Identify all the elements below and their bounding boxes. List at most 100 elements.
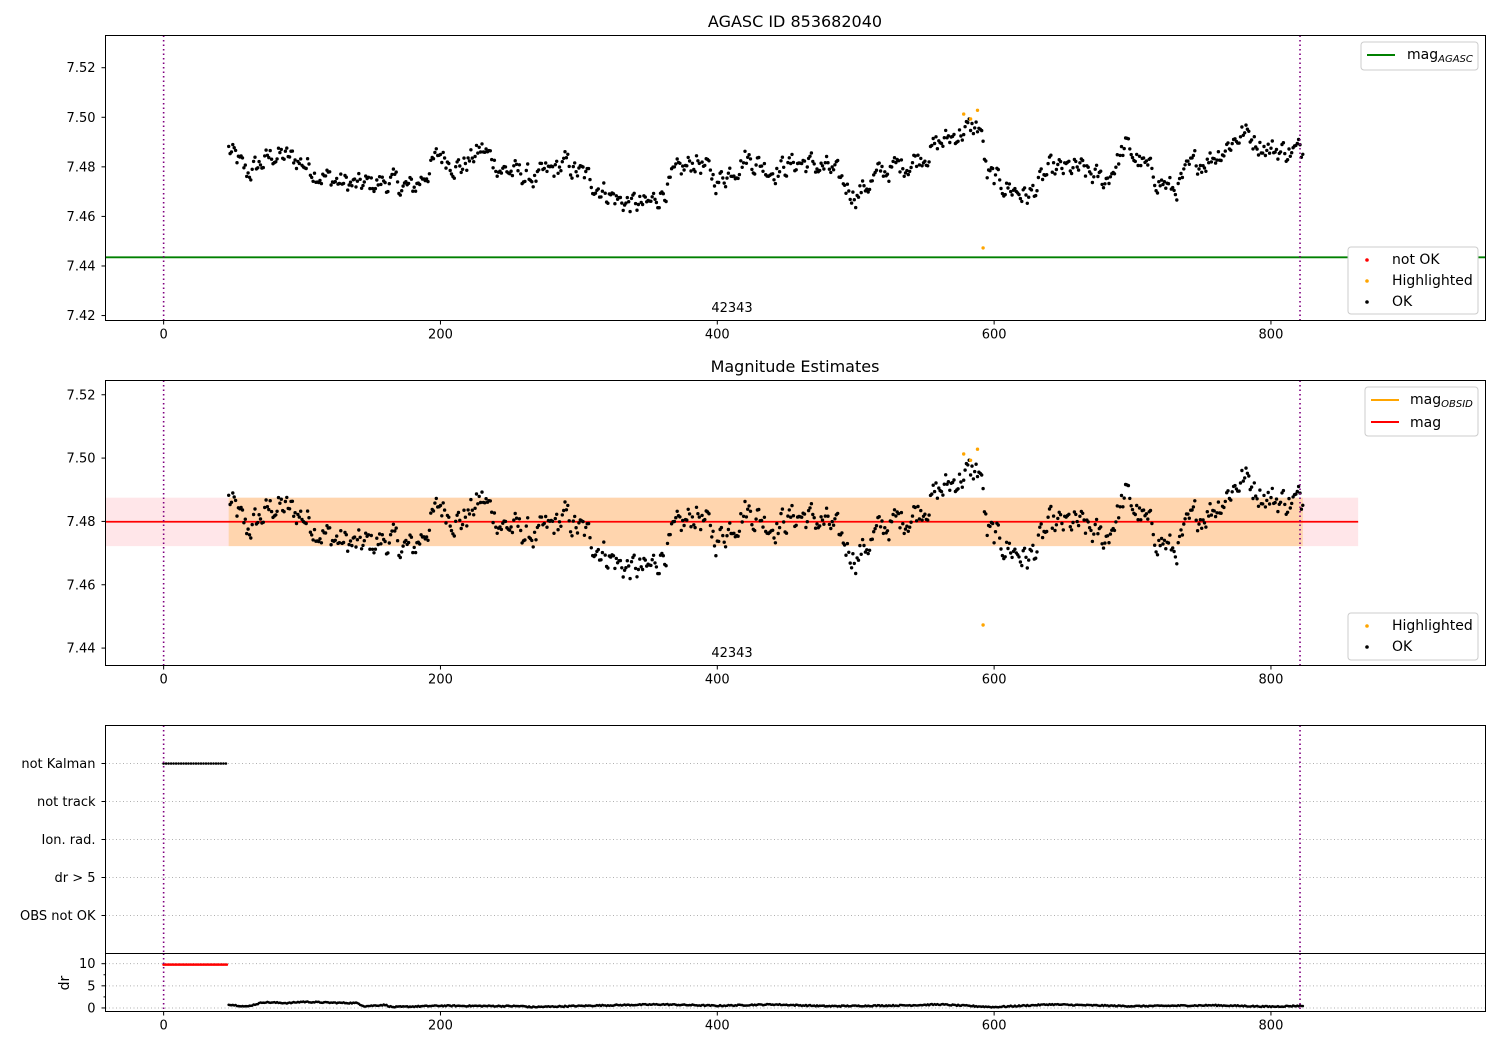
data-point <box>649 563 653 568</box>
data-point <box>1031 543 1035 547</box>
data-point <box>231 142 235 147</box>
data-point <box>563 500 567 504</box>
data-point <box>1086 165 1090 169</box>
data-point <box>877 161 881 165</box>
data-point <box>653 197 657 201</box>
data-point <box>323 174 328 178</box>
data-point <box>279 147 283 152</box>
data-point <box>593 191 598 195</box>
x-tick-label: 200 <box>428 673 453 688</box>
data-point <box>1171 185 1175 190</box>
data-point <box>1281 488 1286 493</box>
data-point <box>474 143 479 148</box>
data-point <box>307 516 311 520</box>
flag-point <box>182 762 185 765</box>
data-point <box>878 169 883 173</box>
data-point <box>822 522 826 526</box>
data-point <box>589 185 593 190</box>
x-tick-label: 800 <box>1259 328 1284 343</box>
data-point <box>957 472 962 476</box>
data-point <box>1205 510 1210 514</box>
data-point <box>675 157 679 161</box>
data-point <box>746 155 750 159</box>
data-point <box>388 533 393 537</box>
data-point <box>728 166 732 170</box>
data-point <box>442 156 447 160</box>
data-point <box>959 480 963 484</box>
data-point <box>849 201 854 205</box>
data-point <box>935 496 940 500</box>
data-point <box>494 169 498 174</box>
data-point <box>1251 496 1255 501</box>
data-point <box>757 155 761 160</box>
data-point <box>1045 529 1049 534</box>
data-point <box>350 184 354 188</box>
data-point <box>739 512 743 516</box>
data-point <box>806 508 811 513</box>
data-point <box>514 162 519 166</box>
data-point <box>1154 550 1158 554</box>
data-point <box>945 482 949 486</box>
data-point <box>333 179 337 184</box>
data-point <box>1159 536 1164 541</box>
data-point <box>996 523 1000 527</box>
data-point <box>682 168 686 172</box>
data-point <box>916 504 920 509</box>
data-point <box>312 527 317 532</box>
data-point <box>434 147 438 151</box>
data-point <box>664 199 668 204</box>
y-tick-label: 7.42 <box>67 309 96 324</box>
data-point <box>639 565 643 569</box>
data-point <box>296 512 300 517</box>
data-point <box>491 166 495 170</box>
data-point <box>856 195 861 199</box>
data-point <box>823 161 827 165</box>
data-point <box>1141 508 1146 512</box>
data-point <box>1107 541 1111 545</box>
data-point <box>791 160 796 165</box>
data-point <box>1103 541 1107 545</box>
data-point <box>991 521 995 526</box>
data-point <box>391 522 396 526</box>
data-point <box>1208 151 1212 155</box>
data-point <box>860 179 865 183</box>
data-point <box>1046 515 1050 519</box>
data-point <box>473 154 477 159</box>
data-point <box>404 180 408 184</box>
data-point <box>1122 496 1126 500</box>
data-point <box>1076 523 1081 528</box>
data-point <box>559 169 563 173</box>
legend-box <box>1347 246 1479 315</box>
data-point <box>1172 549 1176 554</box>
data-point <box>1038 525 1042 529</box>
data-point <box>805 520 809 524</box>
highlighted-point <box>968 458 973 462</box>
data-point <box>424 535 429 539</box>
data-point <box>469 497 473 502</box>
data-point <box>376 183 380 187</box>
data-point <box>1215 158 1219 162</box>
data-point <box>726 171 731 175</box>
data-point <box>258 163 263 167</box>
data-point <box>335 176 339 181</box>
data-point <box>447 515 451 519</box>
data-point <box>827 522 832 527</box>
data-point <box>1105 534 1110 538</box>
data-point <box>556 171 560 175</box>
data-point <box>996 167 1000 172</box>
data-point <box>452 176 456 180</box>
data-point <box>823 514 827 518</box>
data-point <box>914 164 919 169</box>
data-point <box>791 514 796 518</box>
data-point <box>1177 534 1182 539</box>
legend-label: not OK <box>1392 252 1440 268</box>
x-tick-label: 200 <box>428 328 453 343</box>
data-point <box>1009 189 1013 194</box>
x-tick-label: 800 <box>1259 673 1284 688</box>
data-point <box>1150 166 1154 171</box>
data-point <box>373 186 378 191</box>
data-point <box>747 504 751 508</box>
data-point <box>621 575 625 579</box>
data-point <box>899 510 904 515</box>
data-point <box>643 195 647 199</box>
